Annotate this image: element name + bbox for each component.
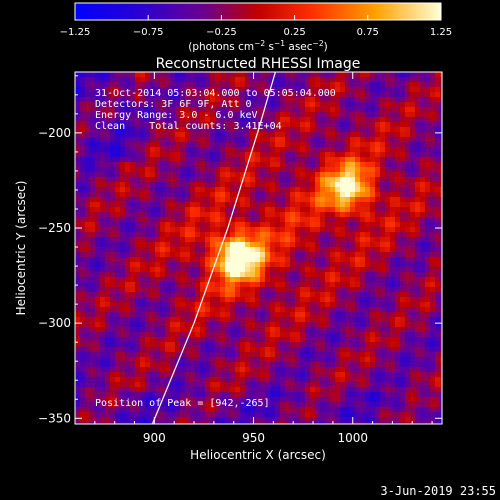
heatmap-image <box>75 72 442 424</box>
chart-title: Reconstructed RHESSI Image <box>156 56 361 72</box>
x-tick-label: 1000 <box>337 431 368 445</box>
annotation-energy-range: Energy Range: 3.0 - 6.0 keV <box>95 110 258 121</box>
solar-limb-line <box>151 72 276 424</box>
colorbar <box>75 3 441 20</box>
y-axis-label: Heliocentric Y (arcsec) <box>14 181 28 316</box>
y-tick-label: −300 <box>38 316 71 330</box>
annotation-detectors: Detectors: 3F 6F 9F, Att 0 <box>95 99 252 110</box>
colorbar-tick-label: 1.25 <box>430 27 452 38</box>
colorbar-frame <box>74 2 442 21</box>
colorbar-units-label: (photons cm−2 s−1 asec−2) <box>188 39 327 53</box>
plot-frame <box>74 71 443 425</box>
y-tick-label: −200 <box>38 126 71 140</box>
x-axis-label: Heliocentric X (arcsec) <box>190 448 326 462</box>
colorbar-tick-label: −0.75 <box>133 27 164 38</box>
x-tick-label: 950 <box>242 431 265 445</box>
colorbar-tick-label: −0.25 <box>206 27 237 38</box>
annotation-clean-counts: Clean Total counts: 3.41E+04 <box>95 121 282 132</box>
colorbar-tick-label: 0.75 <box>357 27 379 38</box>
x-tick-label: 900 <box>143 431 166 445</box>
colorbar-ticks: −1.25 −0.75 −0.25 0.25 0.75 1.25 <box>60 15 452 38</box>
colorbar-tick-label: 0.25 <box>283 27 305 38</box>
footer-date: 3-Jun-2019 23:55 <box>380 484 496 498</box>
x-axis: 900 950 1000 <box>94 72 433 445</box>
y-tick-label: −350 <box>38 411 71 425</box>
annotation-peak-position: Position of Peak = [942,-265] <box>95 398 270 409</box>
colorbar-tick-label: −1.25 <box>60 27 91 38</box>
y-axis: −200 −250 −300 −350 <box>38 75 442 425</box>
annotation-time-range: 31-Oct-2014 05:03:04.000 to 05:05:04.000 <box>95 88 336 99</box>
y-tick-label: −250 <box>38 221 71 235</box>
